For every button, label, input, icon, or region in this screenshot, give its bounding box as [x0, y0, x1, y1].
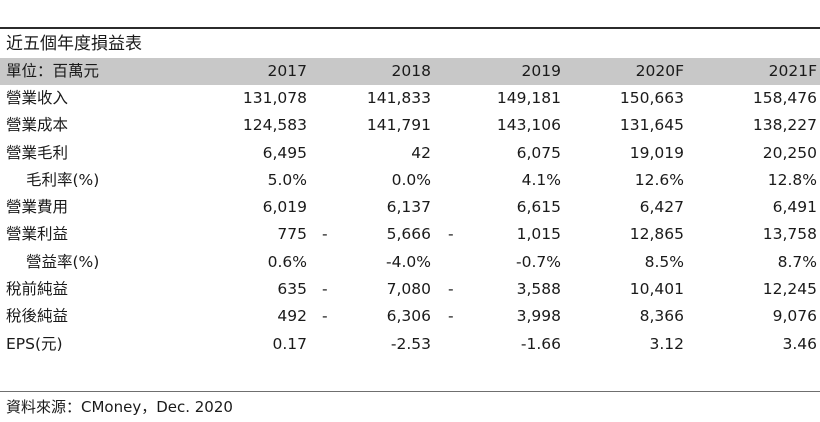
value-cell: 7,080: [386, 280, 431, 299]
value-cell: 9,076: [772, 307, 817, 326]
value-cell: -0.7%: [516, 252, 561, 271]
table-row: 營業成本 124,583 141,791 143,106 131,645 138,227: [0, 112, 820, 139]
value-cell: 6,306: [386, 307, 431, 326]
table-row: 營業利益 775 5,666 1,015 12,865 13,758 - -: [0, 221, 820, 248]
table-row: 稅後純益 492 6,306 3,998 8,366 9,076 - -: [0, 303, 820, 330]
value-cell: 19,019: [629, 143, 684, 162]
table-header-row: 單位：百萬元 2017 2018 2019 2020F 2021F: [0, 58, 820, 85]
row-label: 營業成本: [6, 116, 69, 135]
year-header: 2020F: [635, 62, 684, 80]
value-cell: 6,075: [516, 143, 561, 162]
table-row: 稅前純益 635 7,080 3,588 10,401 12,245 - -: [0, 276, 820, 303]
value-cell: 6,019: [262, 198, 307, 217]
row-label: 營業毛利: [6, 143, 69, 162]
footer-rule: [0, 391, 820, 392]
value-cell: -1.66: [520, 334, 561, 353]
dash-mark: -: [448, 225, 454, 244]
value-cell: 131,645: [619, 116, 684, 135]
table-body: 營業收入 131,078 141,833 149,181 150,663 158,476 營…: [0, 85, 820, 358]
table-row: 毛利率(%) 5.0% 0.0% 4.1% 12.6% 12.8%: [0, 167, 820, 194]
dash-mark: -: [322, 307, 328, 326]
value-cell: 6,495: [262, 143, 307, 162]
value-cell: 124,583: [242, 116, 307, 135]
value-cell: 6,137: [386, 198, 431, 217]
table-row: 營業收入 131,078 141,833 149,181 150,663 158,476: [0, 85, 820, 112]
value-cell: 0.6%: [267, 252, 307, 271]
value-cell: 141,833: [366, 89, 431, 107]
value-cell: 141,791: [366, 116, 431, 135]
value-cell: 42: [411, 143, 431, 162]
year-header: 2018: [391, 62, 431, 80]
table-title: 近五個年度損益表: [6, 34, 142, 54]
value-cell: 138,227: [752, 116, 817, 135]
value-cell: 131,078: [242, 89, 307, 107]
value-cell: 10,401: [629, 280, 684, 299]
row-label: 營業利益: [6, 225, 69, 244]
value-cell: 20,250: [762, 143, 817, 162]
unit-label: 單位：百萬元: [6, 62, 100, 80]
value-cell: 6,491: [772, 198, 817, 217]
value-cell: 150,663: [619, 89, 684, 107]
value-cell: 3.46: [782, 334, 817, 353]
value-cell: -4.0%: [386, 252, 431, 271]
source-note: 資料來源：CMoney，Dec. 2020: [6, 398, 233, 416]
dash-mark: -: [448, 280, 454, 299]
year-header: 2019: [521, 62, 561, 80]
value-cell: 635: [277, 280, 307, 299]
value-cell: 0.17: [272, 334, 307, 353]
value-cell: 1,015: [516, 225, 561, 244]
value-cell: 149,181: [496, 89, 561, 107]
row-label: 毛利率(%): [26, 170, 100, 189]
income-statement-table: 單位：百萬元 2017 2018 2019 2020F 2021F 營業收入 13…: [0, 58, 820, 358]
value-cell: 8.7%: [777, 252, 817, 271]
value-cell: 3,588: [516, 280, 561, 299]
value-cell: 0.0%: [391, 170, 431, 189]
value-cell: 8,366: [639, 307, 684, 326]
dash-mark: -: [322, 225, 328, 244]
value-cell: 12.6%: [634, 170, 684, 189]
table-row: 營業毛利 6,495 42 6,075 19,019 20,250: [0, 140, 820, 167]
table-row: 營益率(%) 0.6% -4.0% -0.7% 8.5% 8.7%: [0, 249, 820, 276]
row-label: EPS(元): [6, 334, 63, 353]
year-header: 2017: [267, 62, 307, 80]
value-cell: 6,427: [639, 198, 684, 217]
value-cell: 12,245: [762, 280, 817, 299]
value-cell: 143,106: [496, 116, 561, 135]
value-cell: 158,476: [752, 89, 817, 107]
value-cell: -2.53: [390, 334, 431, 353]
row-label: 營業收入: [6, 89, 69, 107]
value-cell: 12,865: [629, 225, 684, 244]
row-label: 稅前純益: [6, 280, 69, 299]
value-cell: 12.8%: [767, 170, 817, 189]
value-cell: 13,758: [762, 225, 817, 244]
year-header: 2021F: [768, 62, 817, 80]
table-row: 營業費用 6,019 6,137 6,615 6,427 6,491: [0, 194, 820, 221]
value-cell: 8.5%: [644, 252, 684, 271]
row-label: 營業費用: [6, 198, 69, 217]
dash-mark: -: [322, 280, 328, 299]
value-cell: 5,666: [386, 225, 431, 244]
value-cell: 775: [277, 225, 307, 244]
dash-mark: -: [448, 307, 454, 326]
value-cell: 492: [277, 307, 307, 326]
value-cell: 6,615: [516, 198, 561, 217]
table-row: EPS(元) 0.17 -2.53 -1.66 3.12 3.46: [0, 331, 820, 358]
value-cell: 3,998: [516, 307, 561, 326]
value-cell: 3.12: [649, 334, 684, 353]
row-label: 稅後純益: [6, 307, 69, 326]
value-cell: 4.1%: [521, 170, 561, 189]
top-rule: [0, 27, 820, 29]
value-cell: 5.0%: [267, 170, 307, 189]
row-label: 營益率(%): [26, 252, 100, 271]
